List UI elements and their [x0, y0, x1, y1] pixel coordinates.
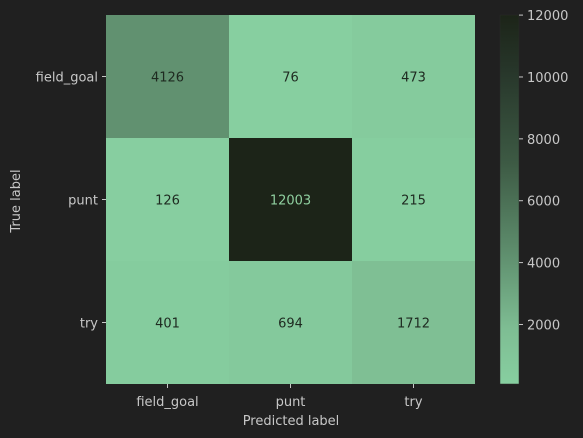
heatmap-cells: [106, 15, 475, 384]
cell-value-label: 12003: [270, 194, 311, 209]
colorbar-tick-label: 8000: [527, 133, 560, 148]
cell-value-label: 126: [155, 194, 180, 209]
cell-value-label: 473: [401, 71, 426, 86]
colorbar-tick-label: 2000: [527, 318, 560, 333]
heatmap-cell-field_goal-punt: [229, 15, 352, 138]
heatmap-cell-punt-try: [352, 138, 475, 261]
y-tick-label: punt: [68, 194, 98, 209]
heatmap-cell-field_goal-try: [352, 15, 475, 138]
colorbar-gradient: [499, 14, 520, 385]
heatmap-cell-try-try: [352, 261, 475, 384]
colorbar: [499, 14, 520, 385]
cell-value-label: 76: [282, 71, 299, 86]
cell-value-label: 215: [401, 194, 426, 209]
cell-labels: 4126 76 473 126 12003 215 401 694 1712: [151, 71, 430, 332]
x-axis-title: Predicted label: [243, 414, 340, 429]
heatmap-cell-try-punt: [229, 261, 352, 384]
colorbar-tick-label: 10000: [527, 71, 568, 86]
colorbar-tick-label: 4000: [527, 257, 560, 272]
colorbar-tick-label: 6000: [527, 195, 560, 210]
heatmap-cell-field_goal-field_goal: [106, 15, 229, 138]
cell-value-label: 1712: [397, 317, 430, 332]
cell-value-label: 401: [155, 317, 180, 332]
x-tick-label: punt: [276, 395, 306, 410]
x-tick-label: field_goal: [136, 395, 198, 410]
cell-value-label: 694: [278, 317, 303, 332]
heatmap-cell-try-field_goal: [106, 261, 229, 384]
x-tick-label: try: [404, 395, 422, 410]
y-axis-title: True label: [9, 169, 24, 233]
x-axis-ticks: field_goal punt try: [136, 384, 423, 410]
heatmap-cell-punt-field_goal: [106, 138, 229, 261]
colorbar-tick-label: 12000: [527, 9, 568, 24]
y-tick-label: field_goal: [36, 71, 98, 86]
colorbar-ticks: 2000 4000 6000 8000 10000 12000: [519, 9, 568, 333]
heatmap-cell-punt-punt: [229, 138, 352, 261]
cell-value-label: 4126: [151, 71, 184, 86]
y-tick-label: try: [80, 317, 98, 332]
